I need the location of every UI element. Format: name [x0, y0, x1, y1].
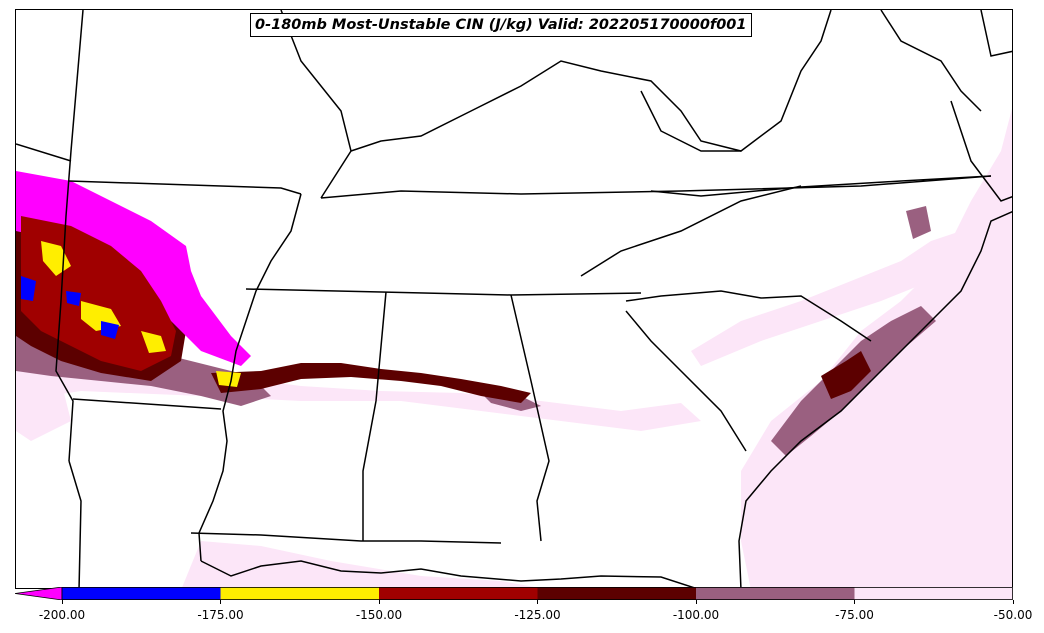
- state-boundaries: [16, 10, 1012, 588]
- boundary-md: [880, 10, 982, 112]
- boundary-la-south: [190, 532, 502, 544]
- colorbar-border: [61, 587, 1013, 600]
- cin-map: [16, 10, 1012, 588]
- boundary-wv: [640, 90, 741, 152]
- cin-maroon-nc: [821, 351, 871, 399]
- boundary-mo-ar: [68, 180, 302, 195]
- boundary-ks-line: [16, 143, 72, 162]
- colorbar-tick-label: -150.00: [355, 608, 403, 622]
- cin-blue-west: [21, 276, 119, 339]
- boundary-ar-la: [72, 398, 222, 410]
- colorbar-segment: [62, 587, 221, 600]
- cin-mauve-va: [906, 206, 931, 239]
- boundary-nc-sc: [625, 290, 872, 342]
- colorbar-tick-mark: [61, 600, 63, 604]
- cin-maroon-band: [211, 363, 531, 403]
- colorbar-tick-label: -175.00: [197, 608, 244, 622]
- cin-lightpink-gulf: [181, 541, 540, 588]
- boundary-tn-va: [580, 185, 802, 277]
- cin-shading: [16, 108, 1012, 588]
- colorbar-tick-label: -75.00: [835, 608, 874, 622]
- cin-lightpink-band-carolinas: [691, 231, 981, 366]
- colorbar-tick-mark: [854, 600, 855, 604]
- boundary-mississippi-river: [198, 193, 302, 562]
- coast-atlantic: [738, 211, 1012, 588]
- colorbar-tick-label: -100.00: [672, 608, 720, 622]
- colorbar-tick-label: -125.00: [514, 608, 561, 622]
- map-title: 0-180mb Most-Unstable CIN (J/kg) Valid: …: [250, 13, 752, 37]
- colorbar-tick-mark: [537, 600, 538, 604]
- boundary-al-ga: [510, 294, 550, 542]
- boundary-tn-ky: [320, 175, 992, 199]
- colorbar-segment: [854, 587, 1013, 600]
- boundary-ms-al: [362, 291, 387, 541]
- colorbar-segment: [220, 587, 379, 600]
- boundary-ok-ar: [55, 10, 84, 462]
- colorbar-segment: [537, 587, 696, 600]
- cin-lightpink-west: [16, 381, 71, 441]
- colorbar-tick-mark: [378, 600, 380, 604]
- colorbar-segment: [696, 587, 855, 600]
- boundary-ohio-river: [350, 10, 832, 152]
- map-frame: [15, 9, 1013, 589]
- colorbar-extension-under: [15, 587, 63, 600]
- boundary-ga-sc: [625, 310, 747, 452]
- colorbar: [15, 587, 1013, 600]
- colorbar-tick-label: -200.00: [38, 608, 86, 622]
- coast-gulf: [200, 560, 698, 588]
- cin-yellow-west: [41, 241, 241, 387]
- boundary-va-nc: [650, 175, 992, 197]
- colorbar-tick-mark: [220, 600, 221, 604]
- boundary-ne-box: [980, 10, 1012, 57]
- colorbar-tick-mark: [695, 600, 697, 604]
- boundary-tx-la: [68, 460, 82, 588]
- coastlines: [200, 100, 1012, 588]
- colorbar-tick-label: -50.00: [993, 608, 1033, 622]
- boundary-tn-south: [245, 288, 642, 296]
- boundary-ky-north: [280, 10, 352, 199]
- colorbar-tick-mark: [1012, 600, 1014, 604]
- coast-chesapeake: [950, 100, 1012, 202]
- colorbar-segment: [379, 587, 538, 600]
